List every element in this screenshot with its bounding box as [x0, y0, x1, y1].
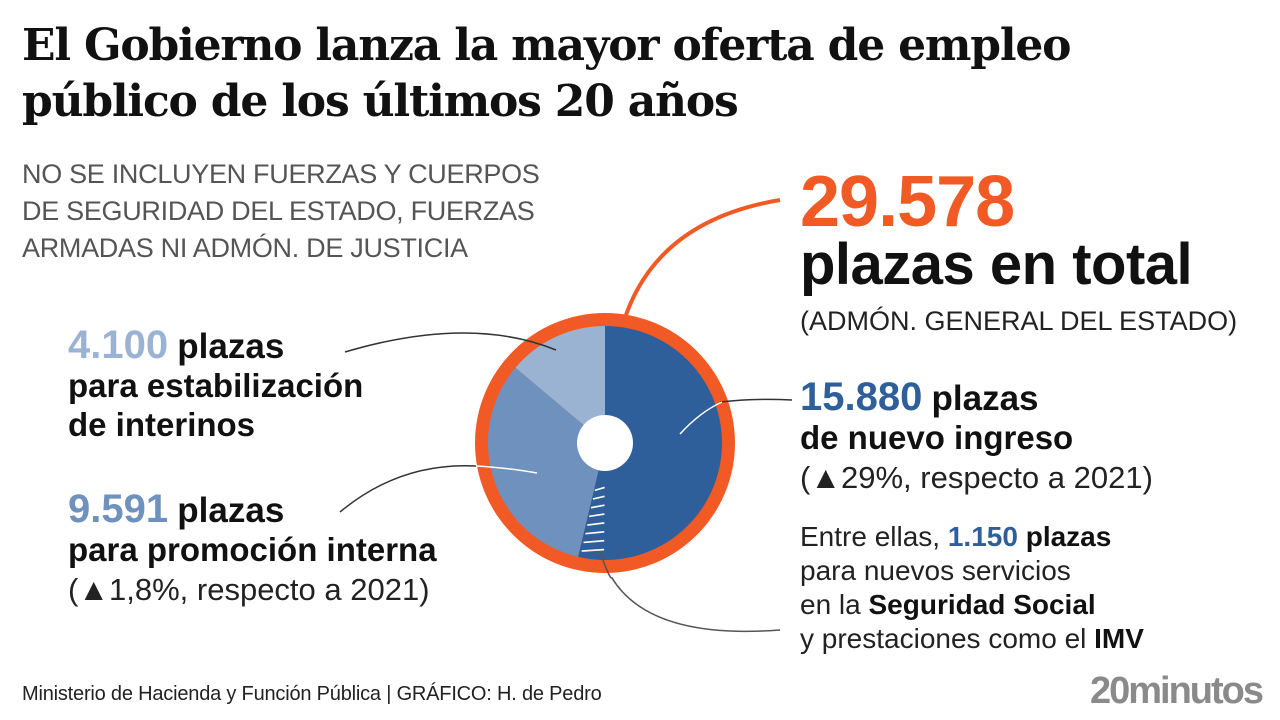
stabilization-line-1: para estabilización [68, 367, 364, 404]
stabilization-value: 4.100 [68, 323, 169, 367]
hatch-line [583, 539, 605, 544]
subtitle-line-3: ARMADAS NI ADMÓN. DE JUSTICIA [22, 233, 468, 263]
new-entry-value: 15.880 [800, 375, 923, 419]
stabilization-line-2: de interinos [68, 406, 256, 443]
stabilization-unit: plazas [177, 327, 285, 366]
promotion-block: 9.591 plazas para promoción interna (▲1,… [68, 487, 437, 609]
promotion-unit: plazas [177, 491, 285, 530]
total-label: plazas en total [800, 232, 1193, 297]
pie-slice-1 [578, 326, 722, 560]
title-line-1: El Gobierno lanza la mayor oferta de emp… [22, 20, 1072, 71]
social-security-value: 1.150 [947, 521, 1018, 552]
social-security-line-3-prefix: en la [800, 589, 861, 620]
social-security-prefix: Entre ellas, [800, 521, 941, 552]
total-scope: (ADMÓN. GENERAL DEL ESTADO) [800, 306, 1238, 336]
social-security-line-4-bold: IMV [1094, 623, 1144, 654]
stabilization-block: 4.100 plazas para estabilización de inte… [68, 323, 364, 444]
subtitle: NO SE INCLUYEN FUERZAS Y CUERPOS DE SEGU… [22, 156, 540, 267]
hatch-line [589, 513, 605, 518]
hatch-line [592, 495, 605, 500]
pie-slice-2 [487, 367, 605, 557]
donut-hole [577, 415, 633, 471]
hatch-line [585, 531, 605, 535]
subtitle-line-1: NO SE INCLUYEN FUERZAS Y CUERPOS [22, 159, 540, 189]
social-security-leader-line [599, 551, 781, 633]
hatch-line [590, 504, 605, 509]
hatch-line [587, 522, 605, 526]
new-entry-block: 15.880 plazas de nuevo ingreso (▲29%, re… [800, 375, 1153, 497]
new-entry-line-1: de nuevo ingreso [800, 419, 1074, 456]
promotion-value: 9.591 [68, 487, 169, 531]
new-entry-leader-line [719, 398, 793, 403]
new-entry-delta: (▲29%, respecto a 2021) [800, 460, 1153, 495]
promotion-leader-line [339, 464, 477, 513]
new-entry-unit: plazas [931, 379, 1039, 418]
hatch-line [594, 486, 605, 492]
total-value: 29.578 [800, 162, 1015, 242]
title-line-2: público de los últimos 20 años [22, 76, 739, 127]
source-credit: Ministerio de Hacienda y Función Pública… [22, 683, 602, 705]
promotion-line-1: para promoción interna [68, 531, 437, 568]
hatch-line [581, 548, 605, 552]
social-security-line-4-prefix: y prestaciones como el [800, 623, 1087, 654]
promotion-delta: (▲1,8%, respecto a 2021) [68, 572, 430, 607]
total-leader-line [624, 198, 781, 316]
promotion-leader-line-inner [475, 465, 538, 474]
social-security-unit: plazas [1025, 521, 1112, 552]
subtitle-line-2: DE SEGURIDAD DEL ESTADO, FUERZAS [22, 196, 535, 226]
stabilization-leader-line [344, 332, 557, 353]
new-entry-leader-line-inner [679, 401, 723, 435]
page-title: El Gobierno lanza la mayor oferta de emp… [22, 18, 1072, 130]
brand-logo: 20minutos [1089, 670, 1264, 712]
social-security-line-2: para nuevos servicios [800, 555, 1071, 586]
pie-slice-3 [515, 326, 605, 443]
social-security-block: Entre ellas, 1.150 plazas para nuevos se… [800, 520, 1144, 656]
social-security-line-3-bold: Seguridad Social [868, 589, 1096, 620]
